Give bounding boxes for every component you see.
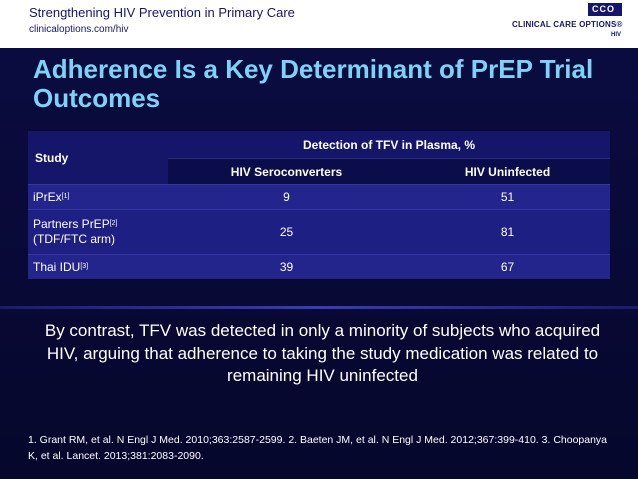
seroconverters-cell: 39	[168, 254, 405, 279]
logo-badge-box	[588, 3, 622, 16]
course-url: clinicaloptions.com/hiv	[29, 24, 129, 35]
seroconverters-cell: 25	[168, 209, 405, 255]
slide-header: Strengthening HIV Prevention in Primary …	[0, 0, 638, 48]
uninfected-cell: 67	[405, 254, 610, 279]
logo-brand: CLINICAL CARE OPTIONS®	[512, 20, 623, 29]
study-cell: Thai IDU[3]	[28, 254, 168, 279]
table-row: Partners PrEP[2] (TDF/FTC arm) 25 81	[28, 209, 610, 255]
logo-sub: HIV	[611, 32, 622, 38]
uninfected-cell: 81	[405, 209, 610, 255]
logo-badge: CCO	[592, 4, 615, 14]
group-header: Detection of TFV in Plasma, %	[168, 131, 610, 159]
uninfected-cell: 51	[405, 184, 610, 210]
study-header: Study	[28, 131, 168, 185]
table-row: iPrEx[1] 9 51	[28, 184, 610, 210]
course-title: Strengthening HIV Prevention in Primary …	[29, 5, 295, 20]
tfv-detection-table: Study Detection of TFV in Plasma, % HIV …	[28, 131, 610, 279]
references: 1. Grant RM, et al. N Engl J Med. 2010;3…	[28, 434, 608, 462]
seroconverters-cell: 9	[168, 184, 405, 210]
divider	[0, 306, 638, 309]
study-cell: Partners PrEP[2] (TDF/FTC arm)	[28, 209, 168, 255]
col-header-seroconverters: HIV Seroconverters	[168, 158, 405, 185]
col-header-uninfected: HIV Uninfected	[405, 158, 610, 185]
summary-text: By contrast, TFV was detected in only a …	[44, 321, 601, 385]
slide-title: Adherence Is a Key Determinant of PrEP T…	[33, 54, 594, 113]
table-row: Thai IDU[3] 39 67	[28, 254, 610, 279]
study-cell: iPrEx[1]	[28, 184, 168, 210]
